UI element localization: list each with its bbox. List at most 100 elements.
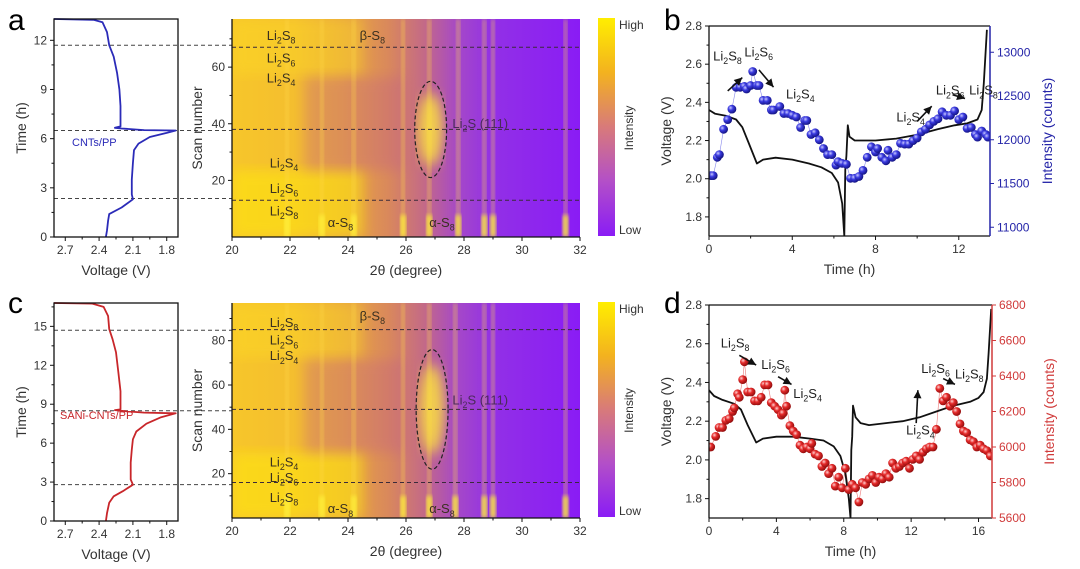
phase-annotation: Li2S (111): [452, 393, 508, 411]
peak-streak: [491, 19, 495, 237]
intensity-marker: [933, 114, 943, 124]
phase-annotation: Li2S6: [267, 51, 296, 69]
y-tick-label: 2.4: [685, 375, 702, 389]
peak-spot-bottom: [284, 215, 291, 237]
y2-tick-label: 5600: [999, 511, 1026, 525]
annotation-arrow: [758, 69, 775, 88]
intensity-marker: [746, 81, 755, 90]
peak-spot-bottom: [562, 496, 569, 518]
y-tick-label: 12: [34, 33, 48, 47]
phase-annotation: Li2S4: [270, 155, 299, 173]
y2-tick-label: 5800: [999, 476, 1026, 490]
x-tick-label: 12: [904, 524, 918, 538]
y-axis-label: Time (h): [13, 386, 29, 438]
y2-tick-label: 6000: [999, 440, 1026, 454]
peak-spot-bottom: [452, 496, 459, 518]
series-label: CNTs/PP: [72, 137, 117, 149]
intensity-marker: [796, 123, 805, 132]
intensity-marker: [780, 385, 790, 395]
intensity-marker: [901, 456, 911, 466]
x-axis-label: 2θ (degree): [370, 543, 442, 559]
intensity-marker: [763, 380, 773, 390]
peak-streak: [285, 19, 290, 237]
x-tick-label: 2.1: [125, 243, 142, 257]
y-tick-label: 20: [212, 173, 226, 187]
intensity-marker: [873, 144, 882, 153]
intensity-marker: [985, 451, 992, 461]
y-tick-label: 40: [212, 117, 226, 131]
panel-label-c: c: [8, 287, 23, 320]
peak-streak: [319, 19, 324, 237]
peak-spot-bottom: [490, 215, 496, 237]
peak-streak: [456, 19, 461, 237]
intensity-marker: [734, 392, 744, 402]
colorbar: [598, 302, 615, 517]
x-tick-label: 30: [515, 243, 529, 257]
intensity-marker: [756, 392, 766, 402]
bright-region-high: [232, 303, 363, 358]
peak-streak: [351, 19, 356, 237]
arrow-head: [765, 78, 774, 88]
x-tick-label: 22: [283, 243, 297, 257]
intensity-marker: [842, 159, 851, 169]
x-tick-label: 28: [457, 524, 471, 538]
y-tick-label: 2.2: [685, 134, 702, 148]
phase-annotation: Li2S8: [969, 83, 998, 101]
peak-spot-bottom: [562, 215, 569, 237]
y-tick-label: 20: [212, 467, 226, 481]
y2-tick-label: 6200: [999, 405, 1026, 419]
x-tick-label: 22: [283, 524, 297, 538]
phase-annotation: Li2S4: [793, 386, 822, 404]
phase-annotation: α-S8: [328, 215, 354, 233]
peak-spot-bottom: [318, 215, 325, 237]
peak-streak: [319, 303, 324, 518]
intensity-marker: [834, 472, 844, 482]
intensity-marker: [709, 442, 716, 452]
peak-streak: [401, 303, 406, 518]
y-tick-label: 1.8: [685, 210, 702, 224]
x-tick-label: 4: [773, 524, 780, 538]
y-tick-label: 2.8: [685, 19, 702, 33]
y2-tick-label: 12500: [997, 89, 1031, 103]
intensity-marker: [827, 150, 837, 160]
panel-d-operando-plot: 0 4 8 12 16 1.8 2.0 2.2 2.4 2.6 2.8 5600 5800 6000 620…: [658, 298, 1057, 559]
y-tick-label: 40: [212, 422, 226, 436]
phase-annotation: α-S8: [429, 501, 455, 519]
y2-tick-label: 6800: [999, 298, 1026, 312]
intensity-marker: [814, 135, 824, 145]
intensity-marker: [724, 414, 734, 423]
phase-annotation: Li2S4: [786, 87, 815, 105]
phase-annotation: Li2S8: [270, 490, 299, 508]
y-tick-label: 1.8: [685, 492, 702, 506]
y-tick-label: 0: [40, 514, 47, 528]
intensity-marker: [966, 123, 976, 132]
peak-spot-bottom: [426, 496, 433, 518]
x-axis-label: 2θ (degree): [370, 262, 442, 278]
peak-spot-bottom: [318, 496, 325, 518]
peak-streak: [285, 303, 290, 518]
intensity-marker: [746, 387, 756, 397]
phase-annotation: Li2S6: [936, 83, 965, 101]
annotation-arrow: [942, 377, 956, 386]
intensity-marker: [762, 96, 772, 105]
panel-a-voltage-profile: 2.7 2.4 2.1 1.8 0 3 6 9 12 Voltage (V) Time (h) CNT…: [13, 18, 232, 278]
intensity-marker: [851, 483, 860, 493]
bright-region-low: [232, 170, 363, 237]
voltage-curve: [53, 302, 177, 522]
intensity-marker: [719, 124, 728, 134]
phase-annotation: Li2S8: [267, 28, 296, 46]
intensity-marker: [748, 67, 758, 76]
peak-spot-bottom: [481, 215, 488, 237]
panel-label-d: d: [664, 287, 681, 320]
y-tick-label: 2.2: [685, 414, 702, 428]
phase-annotation: β-S8: [360, 28, 385, 46]
intensity-marker: [955, 419, 965, 429]
x-tick-label: 24: [341, 243, 355, 257]
peak-spot-bottom: [455, 215, 462, 237]
y-axis-label: Time (h): [13, 102, 29, 154]
y-tick-label: 3: [40, 181, 47, 195]
panel-a-heatmap: 20 22 24 26 28 30 32 20 40 60 2θ (degree) Scan numb…: [189, 18, 644, 278]
intensity-marker: [810, 128, 820, 138]
panel-label-a: a: [8, 4, 25, 37]
x-tick-label: 32: [573, 524, 587, 538]
